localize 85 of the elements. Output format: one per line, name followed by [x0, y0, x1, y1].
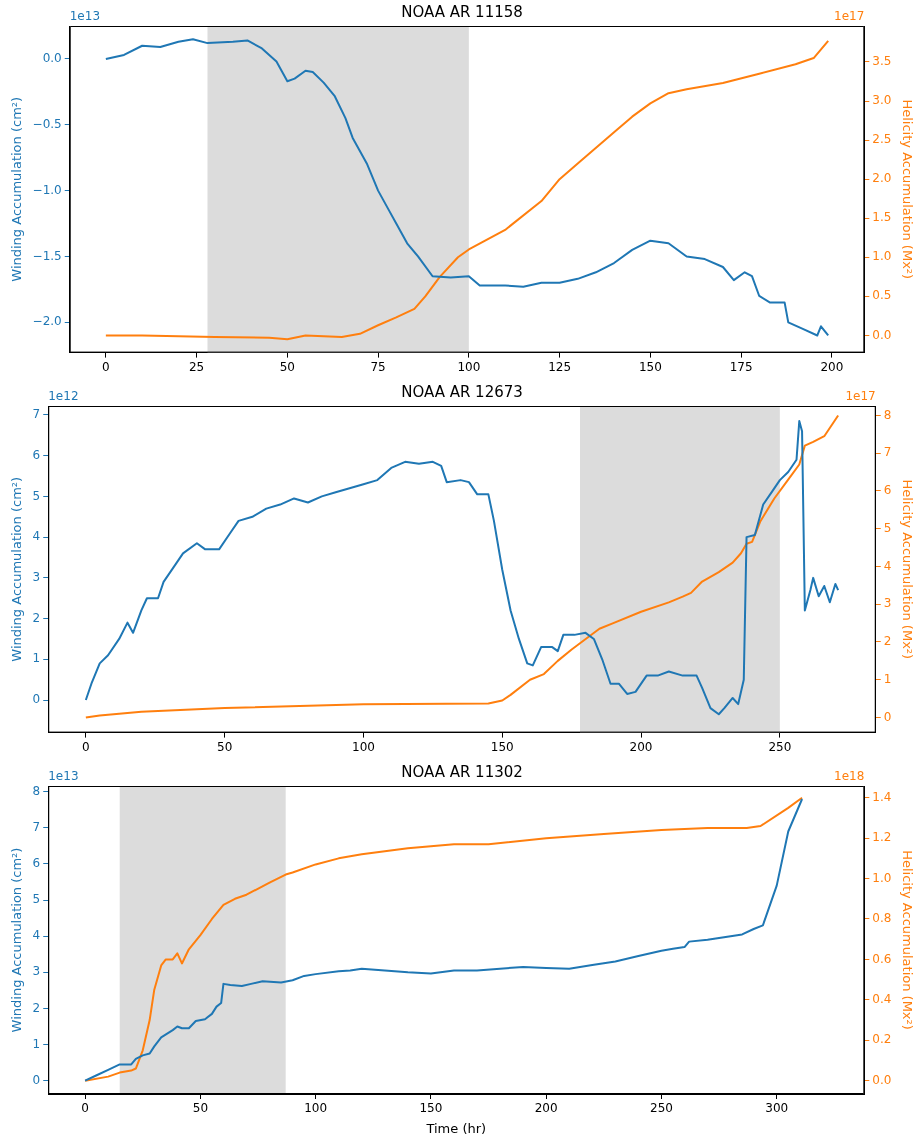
y-tick-label: 8 [32, 783, 41, 798]
x-tick-label: 50 [217, 739, 233, 754]
x-tick-label: 200 [534, 1101, 558, 1116]
x-tick-label: 50 [279, 359, 295, 374]
y2-axis-title: Helicity Accumulation (Mx²) [899, 99, 915, 280]
y2-tick-label: 5 [883, 520, 892, 535]
y-tick-label: 2 [32, 610, 41, 625]
y2-tick-label: 1.4 [872, 789, 892, 804]
y2-tick-label: 1.0 [872, 249, 892, 264]
y2-tick-label: 6 [883, 483, 892, 498]
chart-title: NOAA AR 11158 [401, 2, 523, 21]
x-tick-label: 25 [188, 359, 205, 374]
x-tick-label: 250 [768, 739, 792, 754]
y-tick-label: 1 [32, 1036, 41, 1051]
y2-axis-title: Helicity Accumulation (Mx²) [899, 479, 915, 660]
y2-tick-label: 4 [883, 558, 892, 573]
y2-tick-label: 0.2 [872, 1032, 892, 1047]
x-tick-label: 0 [81, 1101, 89, 1116]
y-tick-label: 0 [32, 692, 41, 707]
y-tick-label: 3 [32, 569, 41, 584]
y-tick-label: 0.0 [42, 51, 62, 66]
y-tick-label: 7 [32, 407, 41, 422]
x-tick-label: 0 [82, 739, 90, 754]
y-axis-title: Winding Accumulation (cm²) [9, 96, 25, 282]
x-tick-label: 100 [457, 359, 481, 374]
x-tick-label: 175 [729, 359, 753, 374]
x-tick-label: 150 [638, 359, 662, 374]
x-tick-label: 150 [419, 1101, 443, 1116]
text: 1e12 [48, 389, 79, 404]
y-tick-label: 6 [32, 447, 41, 462]
y-tick-label: 5 [32, 488, 41, 503]
x-tick-label: 150 [490, 739, 514, 754]
y2-tick-label: 3.0 [872, 93, 892, 108]
y2-tick-label: 0.4 [872, 991, 892, 1006]
y-tick-label: 7 [32, 820, 41, 835]
y-axis-title: Winding Accumulation (cm²) [9, 476, 25, 662]
text: 1e13 [69, 9, 101, 24]
x-tick-label: 75 [370, 359, 386, 374]
x-tick-label: 100 [352, 739, 375, 754]
y-tick-label: 0 [32, 1072, 41, 1087]
x-tick-label: 0 [102, 359, 110, 374]
x-tick-label: 200 [820, 359, 844, 374]
y2-tick-label: 1.0 [872, 870, 892, 885]
x-tick-label: 100 [304, 1101, 328, 1116]
y2-tick-label: 2 [883, 634, 892, 649]
y2-tick-label: 0.6 [872, 951, 892, 966]
y-tick-label: 5 [32, 892, 41, 907]
x-tick-label: 50 [192, 1101, 209, 1116]
x-tick-label: 125 [548, 359, 572, 374]
y2-tick-label: 0 [883, 709, 892, 724]
text: 1e18 [834, 769, 865, 784]
y2-tick-label: 0.5 [872, 288, 892, 303]
y2-tick-label: 7 [883, 445, 892, 460]
text: 1e13 [48, 769, 79, 784]
x-tick-label: 250 [650, 1101, 673, 1116]
x-axis-title: Time (hr) [425, 1120, 487, 1136]
chart-title: NOAA AR 12673 [401, 382, 523, 401]
y-tick-label: 3 [32, 964, 41, 979]
y2-tick-label: 1 [883, 671, 892, 686]
y2-tick-label: 0.8 [872, 911, 892, 926]
chart-title: NOAA AR 11302 [401, 762, 523, 781]
y2-tick-label: 0.0 [872, 1072, 892, 1087]
text: 1e17 [845, 389, 876, 404]
y-tick-label: 4 [32, 529, 41, 544]
y2-tick-label: 2.0 [872, 171, 892, 186]
y-tick-label: −1.0 [32, 182, 62, 197]
y-tick-label: 2 [32, 1000, 41, 1015]
x-tick-label: 200 [629, 739, 653, 754]
y-tick-label: −0.5 [32, 116, 62, 131]
y-tick-label: 1 [32, 651, 41, 666]
y2-axis-title: Helicity Accumulation (Mx²) [899, 850, 915, 1030]
y2-tick-label: 3 [883, 596, 892, 611]
text: 1e17 [834, 9, 865, 24]
y2-tick-label: 2.5 [872, 132, 892, 147]
y2-tick-label: 8 [883, 407, 892, 422]
y2-tick-label: 0.0 [872, 327, 892, 342]
y2-tick-label: 3.5 [872, 54, 892, 69]
y-tick-label: −1.5 [32, 248, 62, 263]
x-tick-label: 300 [765, 1101, 789, 1116]
y-tick-label: 6 [32, 856, 41, 871]
y2-tick-label: 1.5 [872, 210, 892, 225]
y-tick-label: −2.0 [32, 314, 62, 329]
y2-tick-label: 1.2 [872, 830, 892, 845]
y-tick-label: 4 [32, 928, 41, 943]
y-axis-title: Winding Accumulation (cm²) [9, 847, 25, 1033]
